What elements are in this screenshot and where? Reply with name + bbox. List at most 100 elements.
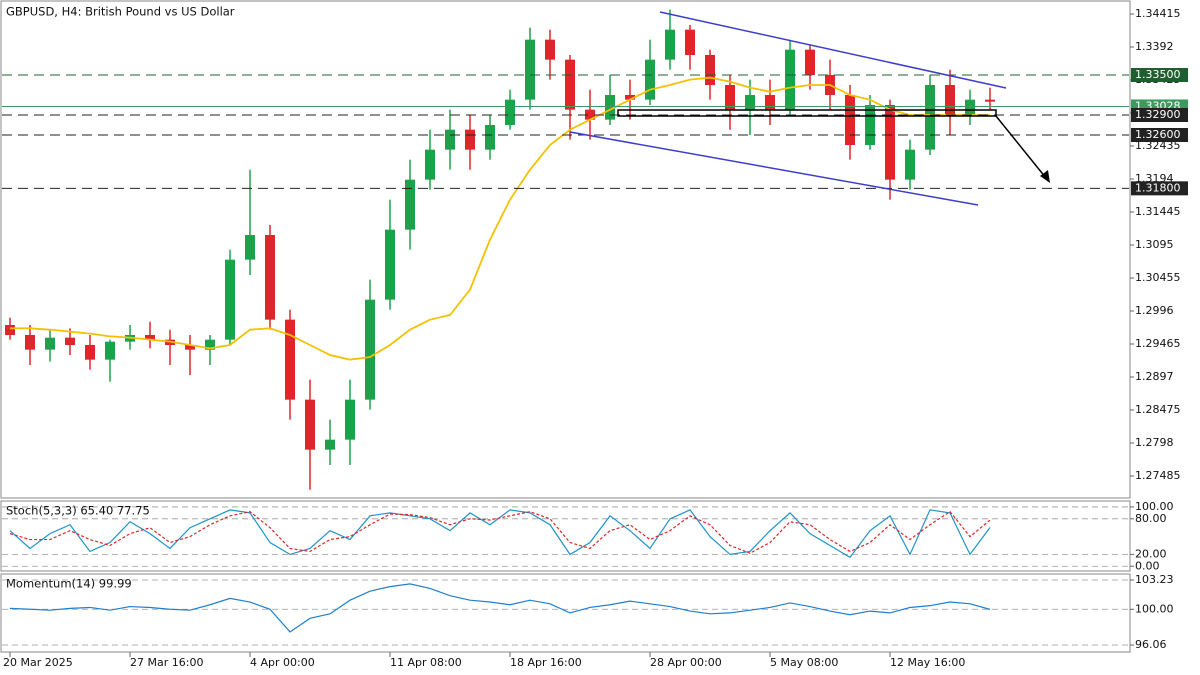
price-level-label: 1.32900 <box>1135 108 1181 121</box>
candle-body <box>45 337 55 350</box>
stoch-panel <box>0 500 1131 572</box>
y-tick-label: 1.34415 <box>1135 7 1181 20</box>
price-level-box <box>1131 108 1188 122</box>
candle-body <box>65 337 75 345</box>
candle-body <box>245 235 255 260</box>
candle-body <box>605 95 615 120</box>
candle-body <box>545 39 555 60</box>
y-tick-label: 1.31445 <box>1135 205 1181 218</box>
x-tick-label: 4 Apr 00:00 <box>250 656 315 669</box>
y-tick-label: 1.3392 <box>1135 40 1174 53</box>
x-tick-label: 5 May 08:00 <box>770 656 838 669</box>
x-tick-label: 12 May 16:00 <box>890 656 965 669</box>
candle-body <box>265 235 275 320</box>
candle-body <box>5 325 15 335</box>
candle-body <box>645 59 655 100</box>
candle-body <box>885 105 895 180</box>
candle-body <box>465 129 475 150</box>
price-panel <box>0 0 1131 499</box>
candle-body <box>505 99 515 125</box>
candle-body <box>285 319 295 400</box>
channel-lower <box>569 131 979 206</box>
chart-title: GBPUSD, H4: British Pound vs US Dollar <box>6 5 235 19</box>
y-tick-label: 1.2798 <box>1135 436 1174 449</box>
stoch-title: Stoch(5,3,3) 65.40 77.75 <box>6 504 150 518</box>
support-box <box>617 109 997 117</box>
candle-body <box>665 29 675 60</box>
y-tick-label: 1.28475 <box>1135 403 1181 416</box>
candle-body <box>225 259 235 340</box>
candle-body <box>345 399 355 440</box>
x-tick-label: 27 Mar 16:00 <box>130 656 203 669</box>
candle-body <box>985 99 995 102</box>
price-level-box <box>1131 68 1188 82</box>
y-tick-label: 103.23 <box>1135 573 1174 586</box>
candle-body <box>25 335 35 350</box>
candle-body <box>445 129 455 150</box>
price-level-box <box>1131 128 1188 142</box>
candle-body <box>805 49 815 75</box>
arrow-head <box>1040 170 1050 183</box>
candle-body <box>405 179 415 230</box>
candle-body <box>585 109 595 120</box>
indicator-line <box>9 583 991 633</box>
price-level-label: 1.32600 <box>1135 128 1181 141</box>
y-tick-label: 96.06 <box>1135 638 1167 651</box>
candle-body <box>745 95 755 110</box>
x-tick-label: 20 Mar 2025 <box>3 656 73 669</box>
candle-body <box>185 345 195 350</box>
y-tick-label: 1.2996 <box>1135 304 1174 317</box>
candle-body <box>425 149 435 180</box>
candle-body <box>905 149 915 180</box>
candle-body <box>85 345 95 360</box>
y-tick-label: 80.00 <box>1135 512 1167 525</box>
candle-body <box>365 299 375 400</box>
arrow-shaft <box>995 115 1047 179</box>
price-level-label: 1.33500 <box>1135 68 1181 81</box>
y-tick-label: 1.2897 <box>1135 370 1174 383</box>
indicator-line <box>9 510 991 554</box>
candle-body <box>325 439 335 450</box>
candle-body <box>385 229 395 300</box>
y-tick-label: 100.00 <box>1135 500 1174 513</box>
y-tick-label: 1.27485 <box>1135 469 1181 482</box>
candle-body <box>965 99 975 115</box>
candle-body <box>305 399 315 450</box>
y-tick-label: 0.00 <box>1135 559 1160 572</box>
candle-body <box>765 95 775 110</box>
y-tick-label: 1.32435 <box>1135 139 1181 152</box>
x-tick-label: 28 Apr 00:00 <box>650 656 722 669</box>
annotations <box>569 11 1050 206</box>
candle-body <box>525 39 535 100</box>
y-tick-label: 20.00 <box>1135 547 1167 560</box>
momentum-panel <box>0 573 1131 653</box>
candle-body <box>785 49 795 110</box>
moving-average <box>10 76 990 361</box>
candle-body <box>725 85 735 110</box>
candle-body <box>685 29 695 55</box>
momentum-title: Momentum(14) 99.99 <box>6 577 132 591</box>
y-tick-label: 1.29465 <box>1135 337 1181 350</box>
y-tick-label: 100.00 <box>1135 602 1174 615</box>
plot-layer: 1.344151.33921.334251.32931.324351.31941… <box>2 7 1188 669</box>
channel-upper <box>659 11 1007 89</box>
y-tick-label: 1.3095 <box>1135 238 1174 251</box>
candle-body <box>565 59 575 110</box>
x-tick-label: 11 Apr 08:00 <box>390 656 462 669</box>
candle-body <box>145 335 155 340</box>
candle-body <box>845 95 855 145</box>
price-level-box <box>1131 181 1188 196</box>
candle-body <box>925 85 935 150</box>
candle-body <box>945 85 955 115</box>
candle-body <box>485 125 495 150</box>
price-level-label: 1.31800 <box>1135 181 1181 194</box>
candle-body <box>205 339 215 350</box>
candle-body <box>625 95 635 100</box>
x-tick-label: 18 Apr 16:00 <box>510 656 582 669</box>
candle-body <box>705 55 715 85</box>
candle-body <box>105 341 115 360</box>
y-tick-label: 1.30455 <box>1135 271 1181 284</box>
candle-body <box>865 105 875 145</box>
